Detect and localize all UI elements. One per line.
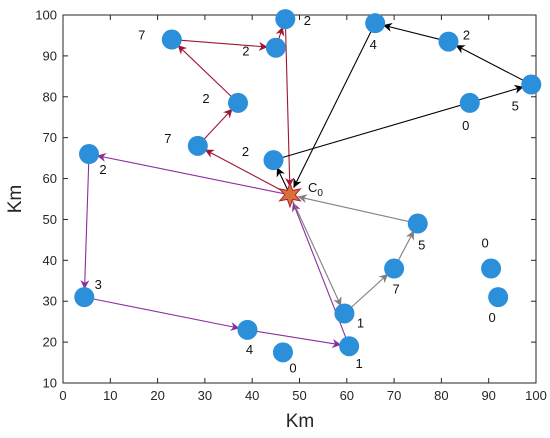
data-point: [263, 150, 284, 171]
point-label: 2: [304, 13, 311, 28]
point-label: 2: [463, 28, 470, 43]
x-axis-ticks: 0 10 20 30 40 50 60 70 80 90 100: [59, 15, 547, 403]
y-tick-label: 50: [43, 212, 57, 227]
data-point: [481, 258, 502, 279]
point-label: 4: [370, 37, 377, 52]
data-point: [438, 31, 459, 52]
point-label: 1: [356, 356, 363, 371]
x-tick-label: 80: [434, 388, 448, 403]
route-arrow: [382, 22, 449, 43]
data-point: [74, 287, 95, 308]
data-point: [521, 74, 542, 95]
x-tick-label: 20: [150, 388, 164, 403]
point-label: 7: [164, 131, 171, 146]
data-point: [265, 37, 286, 58]
route-arrow: [247, 329, 342, 348]
y-tick-label: 60: [43, 171, 57, 186]
route-arrow: [177, 44, 239, 104]
x-tick-label: 90: [481, 388, 495, 403]
customer-points: [74, 9, 542, 363]
point-label: 2: [202, 91, 209, 106]
point-label: 7: [392, 282, 399, 297]
point-label: 0: [481, 236, 488, 251]
data-point: [384, 258, 405, 279]
point-label: 5: [512, 99, 519, 114]
data-point: [187, 135, 208, 156]
data-point: [334, 303, 355, 324]
x-tick-label: 0: [59, 388, 66, 403]
y-axis-title: Km: [5, 185, 26, 214]
y-tick-label: 100: [35, 8, 57, 23]
point-label: 3: [95, 277, 102, 292]
route-arrow: [80, 154, 90, 290]
data-point: [237, 319, 258, 340]
point-label: 7: [138, 28, 145, 43]
data-point: [488, 287, 509, 308]
point-label: 0: [462, 118, 469, 133]
point-label: 2: [242, 44, 249, 59]
point-label: 0: [489, 310, 496, 325]
center-label: C0: [308, 180, 323, 199]
route-arrow: [204, 149, 291, 196]
y-tick-label: 20: [43, 335, 57, 350]
y-tick-label: 30: [43, 294, 57, 309]
x-tick-label: 60: [340, 388, 354, 403]
point-label: 0: [289, 360, 296, 375]
route-arrow: [273, 84, 524, 161]
center-depot: C0: [278, 180, 323, 209]
center-label-name: C: [308, 180, 317, 195]
x-tick-label: 70: [387, 388, 401, 403]
route-arrow: [289, 194, 342, 307]
x-axis-title: Km: [286, 411, 315, 432]
plot-area: [62, 14, 537, 384]
data-point: [79, 144, 100, 165]
point-label: 1: [357, 315, 364, 330]
x-tick-label: 30: [198, 388, 212, 403]
x-tick-label: 100: [525, 388, 547, 403]
x-tick-label: 50: [292, 388, 306, 403]
route-arrow: [171, 38, 268, 51]
data-point: [272, 342, 293, 363]
point-label: 2: [242, 144, 249, 159]
y-tick-label: 10: [43, 376, 57, 391]
data-point: [228, 92, 249, 113]
point-labels: 2 2 7 2 7 2 2 3 4 0 1 1 7 5 4 2 5 0 0 0: [95, 13, 519, 375]
data-point: [161, 29, 182, 50]
y-tick-label: 40: [43, 253, 57, 268]
x-tick-label: 10: [103, 388, 117, 403]
x-tick-label: 40: [245, 388, 259, 403]
route-arrow: [96, 153, 291, 196]
y-tick-label: 90: [43, 48, 57, 63]
data-point: [459, 92, 480, 113]
route-arrow: [284, 19, 295, 187]
data-point: [339, 336, 360, 357]
data-point: [275, 9, 296, 30]
depot-star-icon: [278, 181, 302, 209]
route-arrow: [297, 194, 418, 225]
y-tick-label: 80: [43, 89, 57, 104]
route-arrow: [84, 296, 240, 331]
point-label: 5: [418, 238, 425, 253]
route-arrow: [455, 44, 532, 85]
center-label-subscript: 0: [317, 188, 323, 199]
data-point: [407, 213, 428, 234]
data-point: [365, 13, 386, 34]
point-label: 2: [99, 162, 106, 177]
point-label: 4: [246, 342, 253, 357]
route-arrow: [293, 22, 376, 188]
y-tick-label: 70: [43, 130, 57, 145]
